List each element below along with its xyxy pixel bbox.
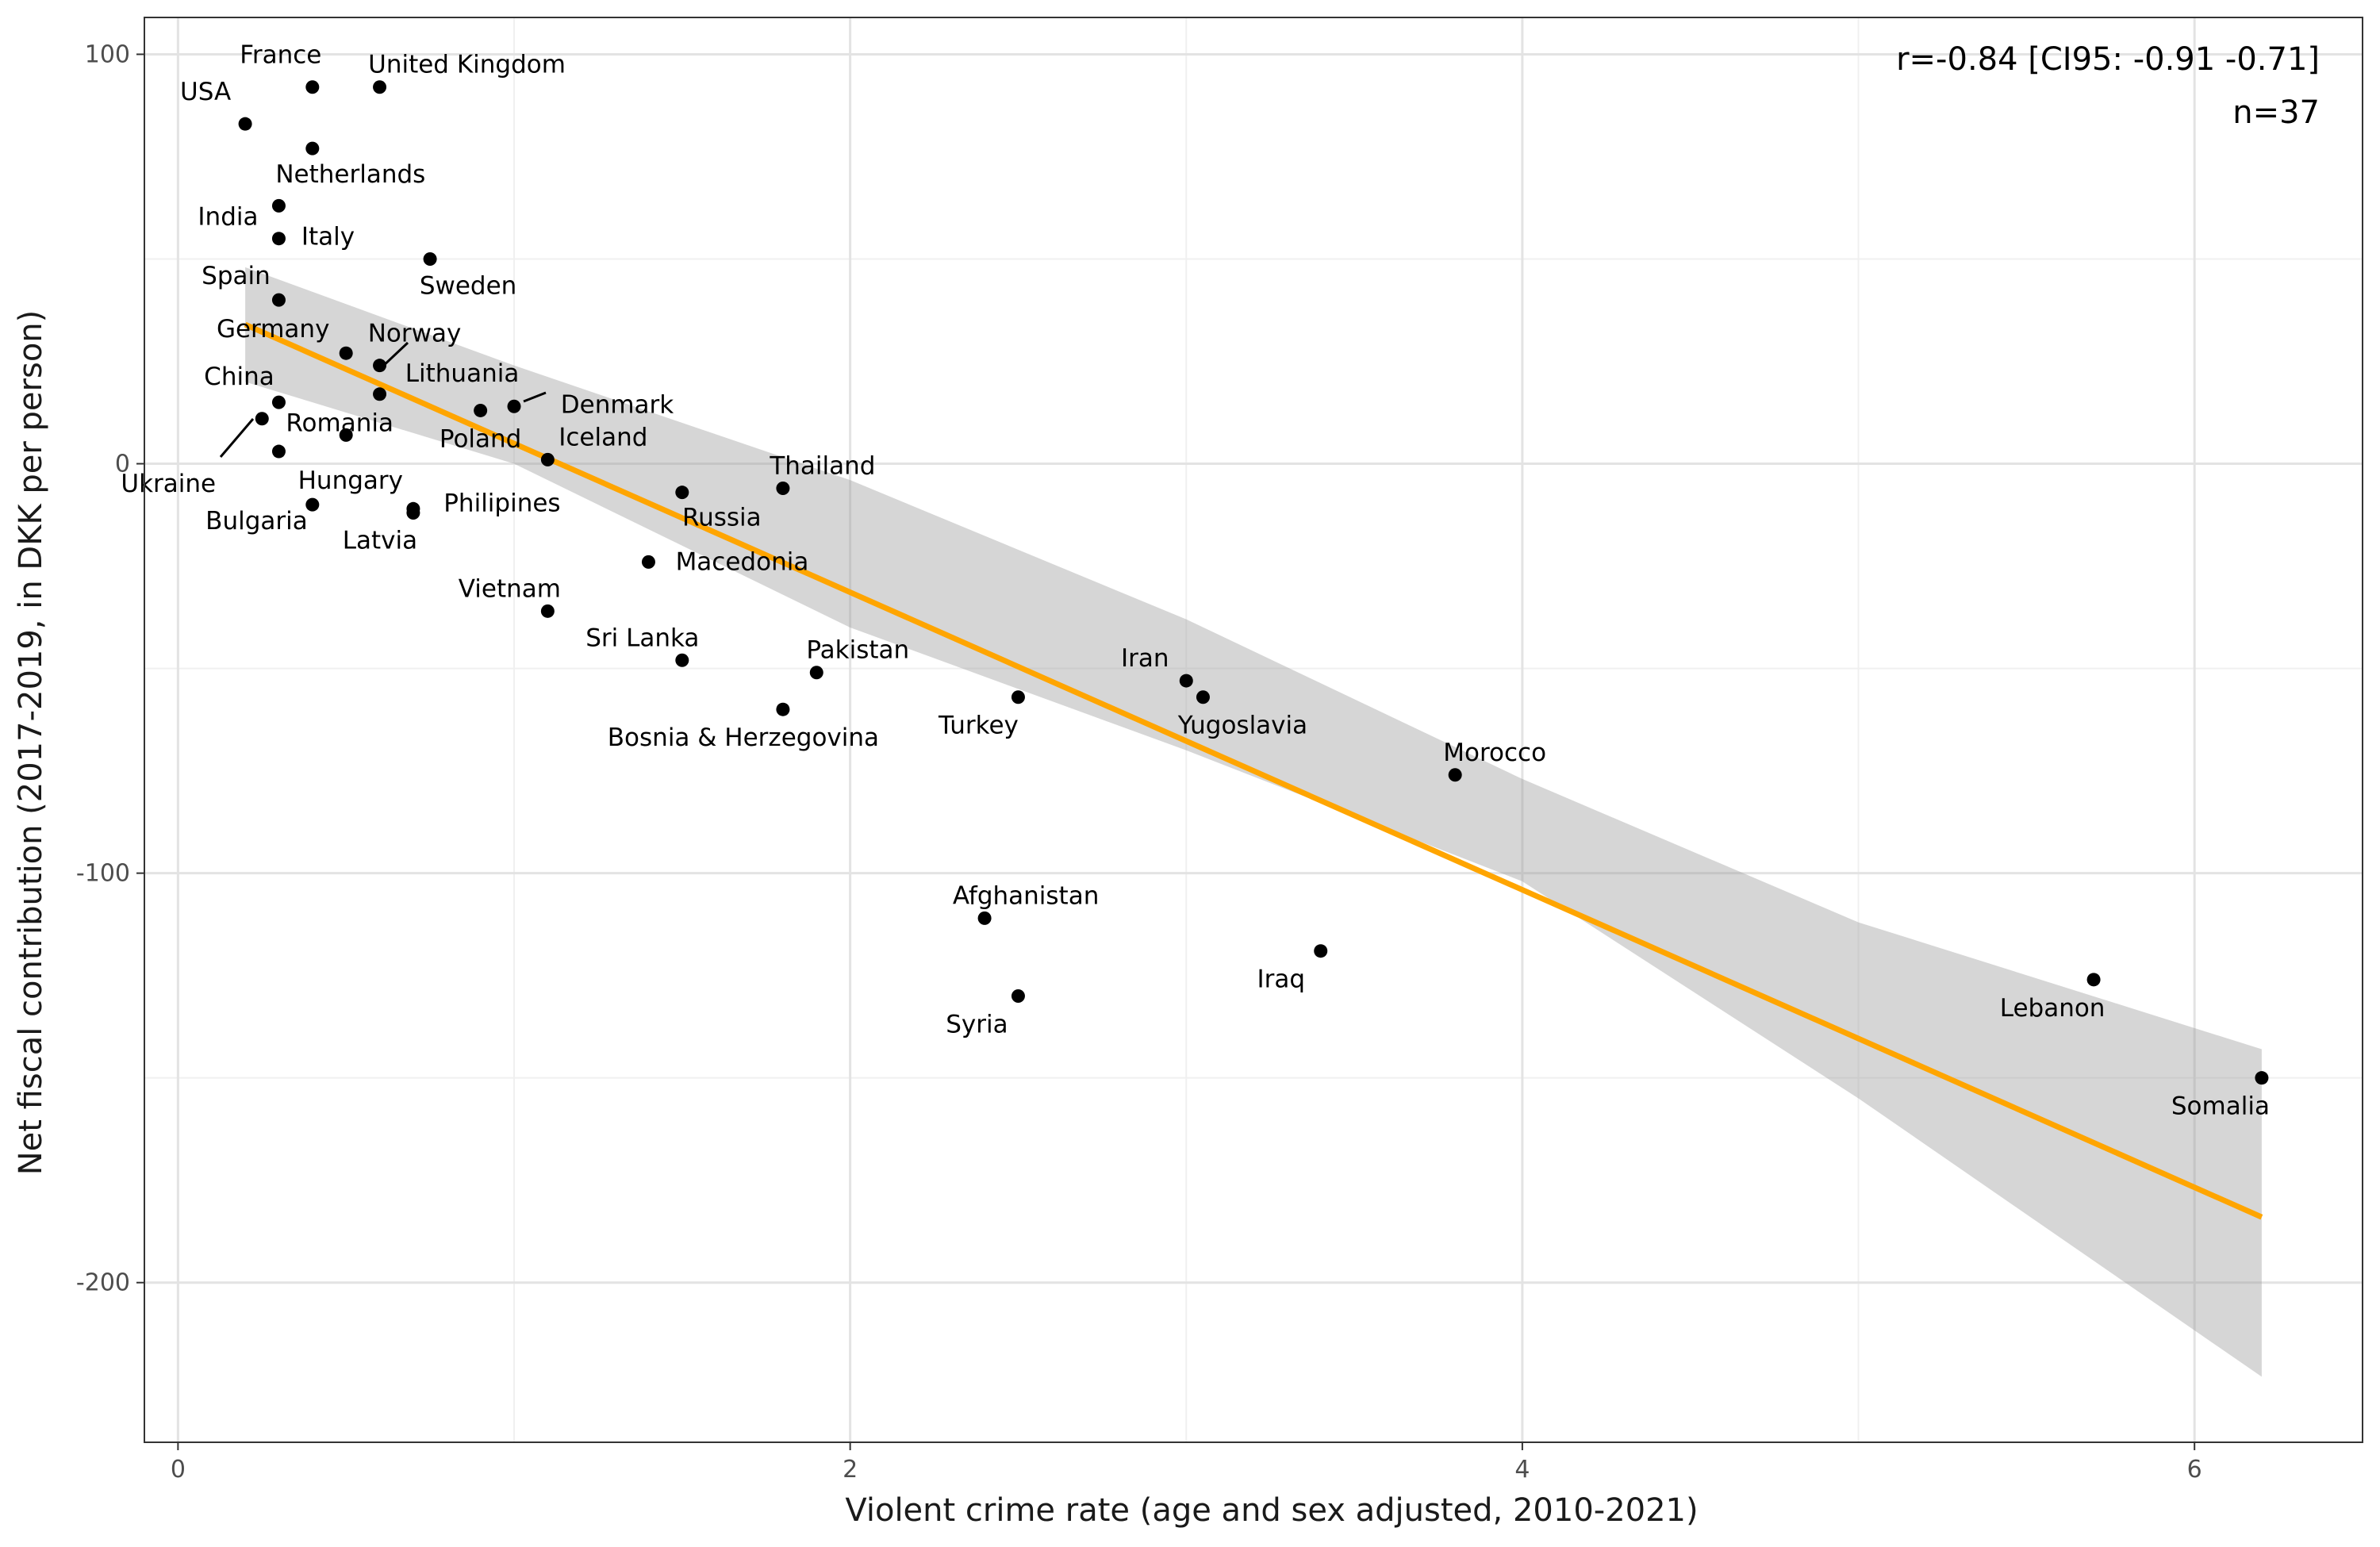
data-point: [2255, 1071, 2269, 1085]
point-label: USA: [180, 78, 231, 106]
data-point: [1196, 690, 1210, 704]
point-label: Romania: [286, 409, 393, 437]
data-point: [305, 141, 320, 155]
data-point: [675, 653, 689, 667]
point-label: China: [204, 363, 274, 391]
data-point: [675, 486, 689, 500]
point-label: Russia: [682, 504, 762, 532]
data-point: [271, 232, 286, 246]
point-label: Lithuania: [405, 359, 520, 388]
data-point: [776, 482, 790, 496]
data-point: [977, 911, 992, 925]
data-point: [373, 359, 387, 373]
sample-size-annotation: n=37: [2232, 94, 2320, 131]
data-point: [373, 387, 387, 401]
axis-ticks: [136, 53, 2196, 1450]
data-point: [1011, 690, 1025, 704]
data-point: [641, 555, 655, 569]
y-tick-label: -200: [76, 1269, 130, 1297]
point-label: Germany: [217, 315, 329, 344]
point-label: Syria: [946, 1010, 1008, 1038]
point-label: Norway: [368, 320, 462, 348]
data-point: [271, 444, 286, 459]
point-label: Yugoslavia: [1177, 712, 1307, 740]
data-points: [238, 80, 2269, 1085]
point-label: Denmark: [561, 390, 674, 419]
point-label: Somalia: [2171, 1092, 2270, 1121]
data-point: [271, 293, 286, 307]
point-label: Iraq: [1257, 965, 1305, 994]
point-label: Netherlands: [275, 160, 425, 189]
point-label: Sweden: [420, 271, 517, 300]
data-point: [305, 80, 320, 94]
point-labels: USA France United Kingdom Netherlands India I…: [121, 41, 2270, 1121]
data-point: [339, 428, 353, 442]
data-point: [1314, 944, 1328, 958]
data-point: [373, 80, 387, 94]
confidence-band-area: [245, 267, 2262, 1377]
point-label: Iran: [1121, 644, 1169, 673]
point-label: Macedonia: [676, 547, 809, 576]
point-label: Turkey: [938, 712, 1019, 740]
x-tick-label: 6: [2187, 1456, 2202, 1484]
point-label: Bulgaria: [205, 507, 308, 536]
point-label: France: [240, 41, 321, 70]
y-tick-label: 100: [85, 40, 130, 68]
tick-labels: 0 2 4 6 -200 -100 0 100: [76, 40, 2202, 1484]
point-label: Hungary: [298, 466, 403, 495]
point-label: Spain: [202, 262, 271, 290]
panel-grid: [144, 17, 2363, 1442]
x-tick-label: 0: [171, 1456, 186, 1484]
data-point: [255, 412, 269, 426]
label-leader-line: [523, 391, 547, 403]
data-point: [540, 452, 555, 466]
data-point: [423, 251, 437, 266]
point-label: Vietnam: [459, 574, 561, 603]
data-point: [2086, 973, 2101, 987]
x-tick-label: 2: [843, 1456, 858, 1484]
data-point: [238, 117, 252, 131]
data-point: [474, 403, 488, 417]
data-point: [540, 604, 555, 618]
point-label: India: [198, 202, 258, 231]
y-tick-label: 0: [115, 451, 130, 478]
data-point: [339, 346, 353, 360]
data-point: [776, 702, 790, 716]
data-point: [809, 666, 823, 680]
panel-border: [144, 17, 2363, 1443]
correlation-annotation: r=-0.84 [CI95: -0.91 -0.71]: [1896, 41, 2320, 78]
point-label: Iceland: [559, 423, 647, 451]
data-point: [406, 505, 420, 520]
data-point: [507, 399, 521, 413]
point-label: Philipines: [443, 489, 560, 517]
point-label: Thailand: [769, 452, 875, 481]
data-point: [1011, 988, 1025, 1003]
regression-line-path: [244, 321, 2263, 1220]
y-axis-title: Net fiscal contribution (2017-2019, in D…: [13, 310, 49, 1176]
y-tick-label: -100: [76, 860, 130, 888]
point-label: Morocco: [1443, 739, 1546, 767]
point-label: Latvia: [343, 526, 417, 555]
data-point: [1448, 768, 1462, 782]
point-label: United Kingdom: [368, 51, 566, 79]
point-label: Lebanon: [2000, 994, 2106, 1023]
data-point: [271, 395, 286, 409]
point-label: Afghanistan: [953, 881, 1100, 910]
x-tick-label: 4: [1514, 1456, 1530, 1484]
point-label: Pakistan: [806, 636, 909, 665]
data-point: [305, 497, 320, 512]
point-label: Sri Lanka: [585, 624, 699, 652]
label-leader-line: [219, 418, 255, 458]
point-label: Bosnia & Herzegovina: [608, 724, 879, 752]
regression-line: [244, 321, 2263, 1220]
data-point: [271, 198, 286, 213]
point-label: Ukraine: [121, 470, 216, 498]
x-axis-title: Violent crime rate (age and sex adjusted…: [845, 1492, 1698, 1529]
point-label: Italy: [301, 223, 355, 251]
confidence-band: [245, 267, 2262, 1377]
point-label: Poland: [440, 424, 522, 453]
data-point: [1179, 674, 1193, 688]
